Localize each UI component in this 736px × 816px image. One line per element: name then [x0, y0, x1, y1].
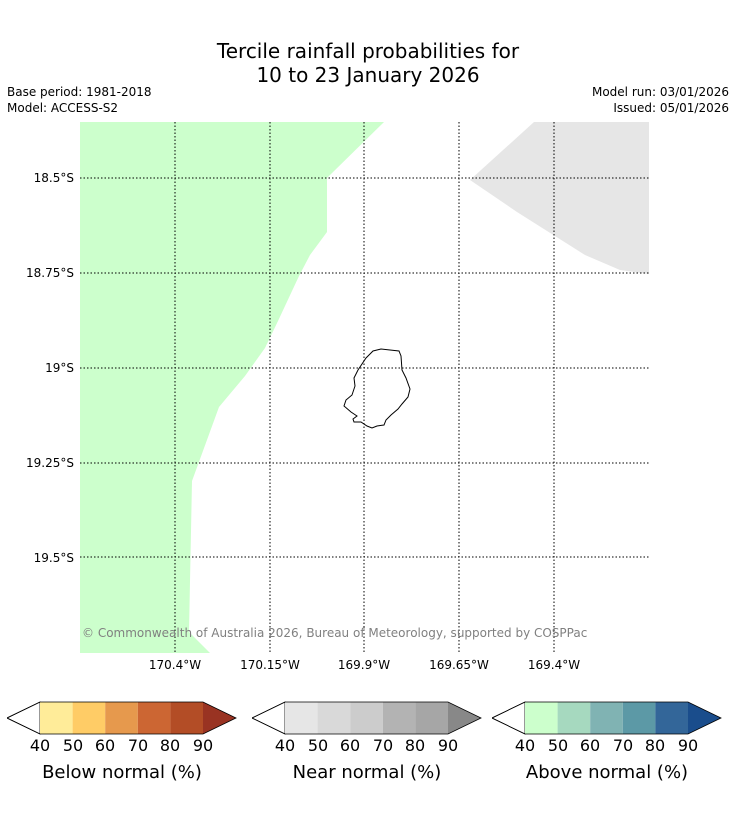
map-panel [80, 122, 649, 653]
graticule [80, 122, 649, 653]
colorbar-extend-low [7, 701, 41, 735]
lat-label: 19°S [45, 361, 74, 375]
colorbar-segment [40, 702, 73, 734]
colorbar-title-below-normal: Below normal (%) [42, 762, 202, 783]
lat-label: 18.75°S [26, 266, 74, 280]
colorbar-outline [492, 701, 722, 735]
colorbar-title-above-normal: Above normal (%) [525, 762, 689, 783]
colorbar-tick: 70 [612, 736, 634, 755]
colorbar-extend-high [203, 702, 236, 734]
base-period-label: Base period: 1981-2018 [7, 85, 152, 99]
lon-label: 170.15°W [240, 658, 300, 672]
colorbar-tick: 40 [514, 736, 536, 755]
map-title-line1: Tercile rainfall probabilities for [216, 39, 520, 63]
map-title-line2: 10 to 23 January 2026 [256, 63, 480, 87]
colorbar-above-normal-graphic [492, 701, 722, 735]
colorbar-tick: 50 [547, 736, 569, 755]
colorbar-tick: 80 [644, 736, 666, 755]
colorbar-segment [72, 702, 106, 734]
colorbar-tick: 70 [372, 736, 394, 755]
above-normal-region [80, 122, 384, 653]
colorbar-segment [415, 702, 448, 734]
colorbar-tick: 50 [307, 736, 329, 755]
colorbar-tick: 40 [274, 736, 296, 755]
colorbar-title-near-normal: Near normal (%) [292, 762, 442, 783]
model-label: Model: ACCESS-S2 [7, 101, 119, 115]
lat-label: 19.5°S [33, 551, 74, 565]
colorbar-segment [350, 702, 383, 734]
colorbar-near-normal [252, 700, 482, 736]
colorbar-outline [252, 701, 482, 735]
colorbar-tick: 60 [579, 736, 601, 755]
lon-label: 169.9°W [337, 658, 391, 672]
colorbar-below-normal [7, 700, 237, 736]
issued-label: Issued: 05/01/2026 [613, 101, 729, 115]
lon-label: 170.4°W [148, 658, 202, 672]
colorbar-above-normal [492, 700, 722, 736]
map-canvas [80, 122, 649, 653]
colorbar-tick: 90 [677, 736, 699, 755]
colorbar-segment [285, 702, 318, 734]
colorbar-segment [590, 702, 623, 734]
lon-label: 169.4°W [527, 658, 581, 672]
colorbar-tick: 80 [159, 736, 181, 755]
colorbar-segment [137, 702, 171, 734]
colorbar-tick: 90 [437, 736, 459, 755]
colorbar-below-normal-graphic [7, 701, 237, 735]
colorbar-segment [525, 702, 558, 734]
colorbar-segment [105, 702, 138, 734]
colorbar-extend-high [688, 702, 721, 734]
colorbar-tick: 90 [192, 736, 214, 755]
colorbar-extend-high [448, 702, 481, 734]
lon-label: 169.65°W [429, 658, 489, 672]
colorbar-tick: 50 [62, 736, 84, 755]
colorbar-tick: 60 [339, 736, 361, 755]
colorbar-near-normal-graphic [252, 701, 482, 735]
near-normal-region [470, 122, 649, 274]
lat-label: 18.5°S [33, 171, 74, 185]
colorbar-segment [622, 702, 656, 734]
lat-label: 19.25°S [26, 456, 74, 470]
colorbar-tick: 60 [94, 736, 116, 755]
colorbar-segment [655, 702, 688, 734]
island-outline [343, 348, 411, 429]
copyright-notice: © Commonwealth of Australia 2026, Bureau… [82, 626, 588, 640]
colorbar-segment [317, 702, 351, 734]
colorbar-segment [382, 702, 416, 734]
colorbar-tick: 80 [404, 736, 426, 755]
colorbar-segment [170, 702, 203, 734]
model-run-label: Model run: 03/01/2026 [591, 85, 729, 99]
colorbar-outline [7, 701, 237, 735]
colorbar-segment [557, 702, 591, 734]
colorbar-tick: 40 [29, 736, 51, 755]
colorbar-extend-low [252, 701, 286, 735]
colorbar-extend-low [492, 701, 526, 735]
colorbar-tick: 70 [127, 736, 149, 755]
